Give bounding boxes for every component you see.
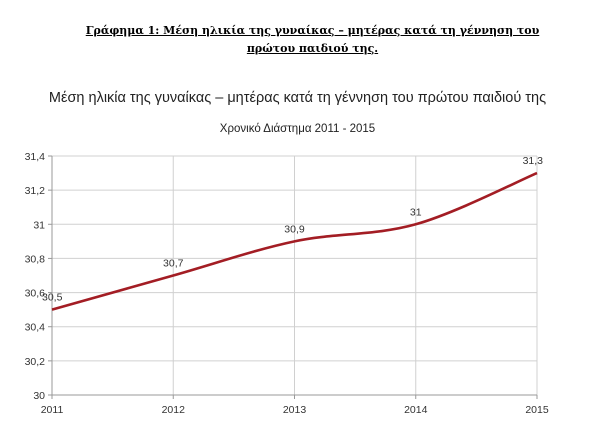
chart-subtitle: Χρονικό Διάστημα 2011 - 2015: [219, 123, 376, 135]
y-tick-label: 30: [33, 390, 45, 402]
x-tick-label: 2011: [41, 404, 64, 416]
x-tick-label: 2015: [525, 404, 549, 416]
x-tick-label: 2012: [162, 404, 186, 416]
axes: [48, 155, 538, 399]
y-tick-label: 30,8: [25, 253, 46, 265]
data-label: 30,9: [284, 223, 305, 235]
y-tick-label: 30,2: [25, 356, 46, 368]
y-tick-label: 31,2: [25, 185, 46, 197]
x-tick-label: 2013: [283, 404, 307, 416]
y-tick-label: 31,4: [25, 151, 46, 163]
series-line: [51, 171, 538, 311]
series: [51, 171, 538, 311]
data-label: 31,3: [523, 155, 544, 167]
y-tick-label: 31: [33, 219, 45, 231]
grid: [51, 155, 538, 396]
data-label: 30,7: [163, 258, 184, 270]
chart-title: Μέση ηλικία της γυναίκας – μητέρας κατά …: [48, 90, 547, 106]
x-tick-label: 2014: [404, 404, 428, 416]
document-caption: Γράφημα 1: Μέση ηλικία της γυναίκας – μη…: [85, 24, 540, 55]
labels: 30 30,2 30,4 30,6 30,8 31 31,2 31,4 2011 2012 2013…: [25, 151, 549, 416]
y-tick-label: 30,6: [25, 288, 46, 300]
y-tick-label: 30,4: [25, 322, 46, 334]
data-label: 31: [410, 206, 422, 218]
data-label: 30,5: [42, 292, 63, 304]
